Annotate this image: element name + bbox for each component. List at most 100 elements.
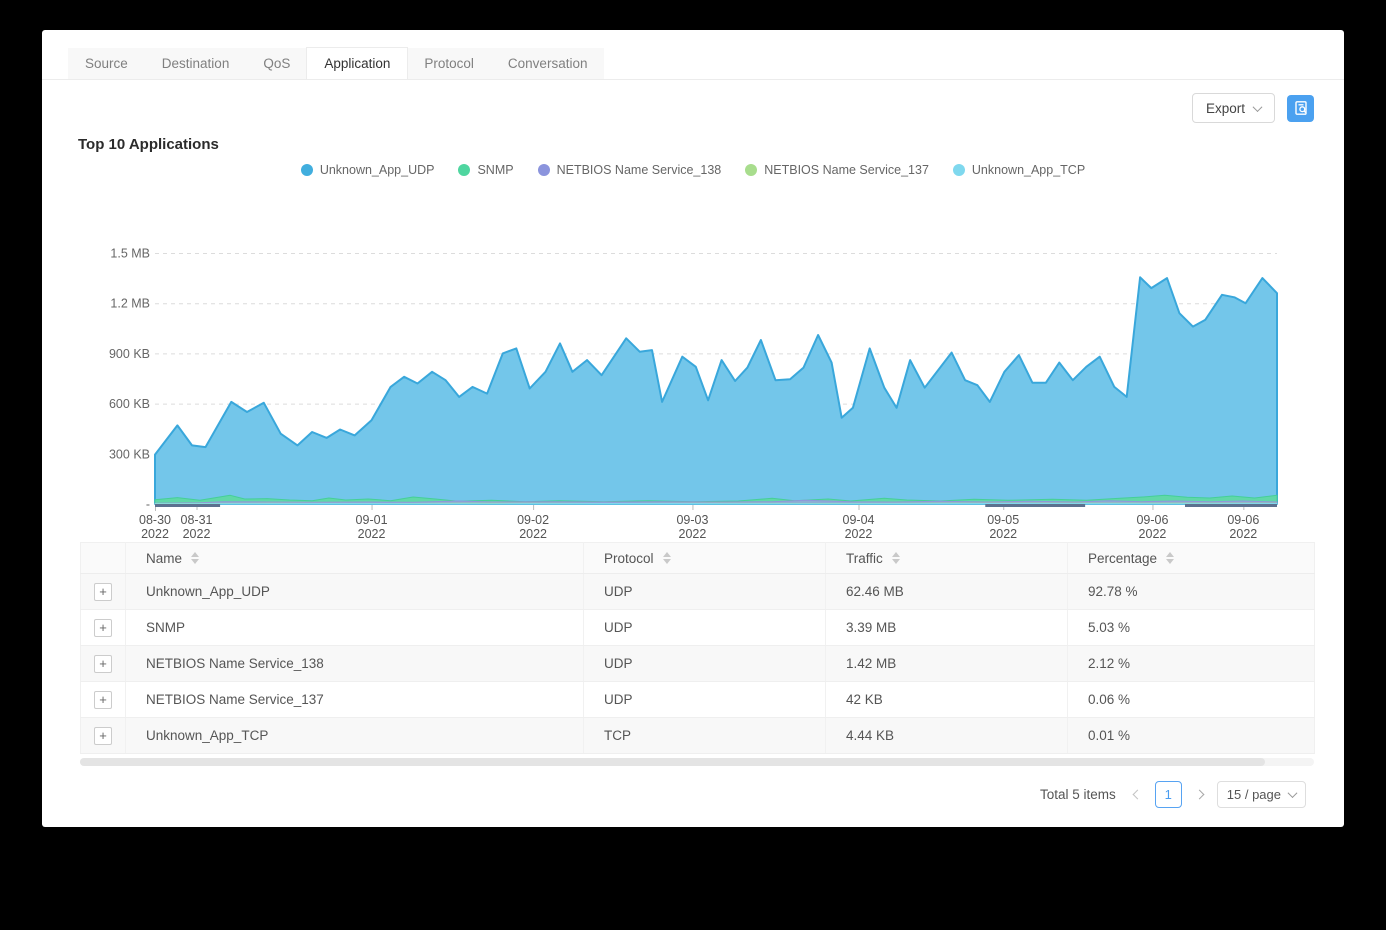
page-1-button[interactable]: 1 xyxy=(1154,781,1182,808)
tab-conversation[interactable]: Conversation xyxy=(507,56,588,71)
legend-label: NETBIOS Name Service_137 xyxy=(764,163,929,177)
cell-name: NETBIOS Name Service_138 xyxy=(125,645,584,682)
sort-asc-icon xyxy=(662,552,671,557)
scrollbar-thumb[interactable] xyxy=(80,758,1265,766)
x-axis-label: 09-06 xyxy=(1227,513,1259,527)
cell-traffic: 4.44 KB xyxy=(825,717,1068,754)
x-axis-label-year: 2022 xyxy=(141,527,169,541)
cell-name: Unknown_App_UDP xyxy=(125,573,584,610)
legend-item[interactable]: SNMP xyxy=(458,163,514,177)
sort-asc-icon xyxy=(891,552,900,557)
table-row: + SNMP UDP 3.39 MB 5.03 % xyxy=(80,609,1315,646)
tab-destination[interactable]: Destination xyxy=(161,56,230,71)
column-header-label: Percentage xyxy=(1088,550,1158,566)
expand-button[interactable]: + xyxy=(94,726,112,745)
cell-percentage: 0.01 % xyxy=(1067,717,1315,754)
column-header-name[interactable]: Name xyxy=(125,542,584,574)
column-header-percentage[interactable]: Percentage xyxy=(1067,542,1315,574)
cell-expand: + xyxy=(80,717,126,754)
export-button[interactable]: Export xyxy=(1191,93,1275,123)
y-axis-label: - xyxy=(146,498,150,512)
sort-icon[interactable] xyxy=(191,552,200,564)
x-axis-label: 09-01 xyxy=(356,513,388,527)
x-axis-label: 08-30 xyxy=(139,513,171,527)
legend-label: NETBIOS Name Service_138 xyxy=(556,163,722,177)
y-axis-label: 1.5 MB xyxy=(110,247,150,261)
tab-source[interactable]: Source xyxy=(85,56,128,71)
expand-button[interactable]: + xyxy=(94,690,112,709)
document-search-icon xyxy=(1294,101,1307,115)
cell-percentage: 0.06 % xyxy=(1067,681,1315,718)
pagination: Total 5 items 1 15 / page xyxy=(1040,781,1306,808)
tabbar-divider xyxy=(42,79,1344,80)
cell-name: SNMP xyxy=(125,609,584,646)
sort-icon[interactable] xyxy=(1166,552,1175,564)
legend-item[interactable]: NETBIOS Name Service_138 xyxy=(537,163,722,177)
column-header-traffic[interactable]: Traffic xyxy=(825,542,1068,574)
total-count-label: Total 5 items xyxy=(1040,787,1116,802)
tab-application[interactable]: Application xyxy=(307,48,408,79)
legend-label: Unknown_App_UDP xyxy=(319,163,435,177)
sort-desc-icon xyxy=(662,559,671,564)
legend-item[interactable]: NETBIOS Name Service_137 xyxy=(745,163,929,177)
cell-traffic: 3.39 MB xyxy=(825,609,1068,646)
column-header-label: Traffic xyxy=(846,550,883,566)
cell-traffic: 42 KB xyxy=(825,681,1068,718)
sort-desc-icon xyxy=(891,559,900,564)
column-header-label: Protocol xyxy=(604,550,654,566)
next-page-button[interactable] xyxy=(1192,787,1207,802)
cell-protocol: TCP xyxy=(583,717,826,754)
legend-item[interactable]: Unknown_App_TCP xyxy=(952,163,1085,177)
cell-percentage: 2.12 % xyxy=(1067,645,1315,682)
report-preview-button[interactable] xyxy=(1287,94,1314,122)
tab-qos[interactable]: QoS xyxy=(263,56,291,71)
y-axis-label: 600 KB xyxy=(109,397,150,411)
toolbar: Export xyxy=(1191,93,1314,123)
expand-button[interactable]: + xyxy=(94,654,112,673)
cell-percentage: 5.03 % xyxy=(1067,609,1315,646)
sort-icon[interactable] xyxy=(891,552,900,564)
cell-protocol: UDP xyxy=(583,609,826,646)
table-body: + Unknown_App_UDP UDP 62.46 MB 92.78 % + SNMP U… xyxy=(80,573,1315,754)
chart-legend: Unknown_App_UDP SNMP NETBIOS Name Service_… xyxy=(42,163,1344,177)
table-row: + Unknown_App_UDP UDP 62.46 MB 92.78 % xyxy=(80,573,1315,610)
sort-desc-icon xyxy=(191,559,200,564)
chevron-down-icon xyxy=(1252,101,1263,112)
legend-label: SNMP xyxy=(477,163,514,177)
cell-name: Unknown_App_TCP xyxy=(125,717,584,754)
x-axis-label-year: 2022 xyxy=(989,527,1017,541)
column-header-inner: Traffic xyxy=(846,551,1067,566)
x-axis-label: 09-05 xyxy=(987,513,1019,527)
sort-asc-icon xyxy=(1166,552,1175,557)
legend-dot-icon xyxy=(537,164,550,176)
expand-button[interactable]: + xyxy=(94,618,112,637)
cell-traffic: 62.46 MB xyxy=(825,573,1068,610)
cell-protocol: UDP xyxy=(583,645,826,682)
table-row: + NETBIOS Name Service_138 UDP 1.42 MB 2.12 … xyxy=(80,645,1315,682)
column-header-inner: Name xyxy=(146,551,583,566)
page-size-select[interactable]: 15 / page xyxy=(1216,781,1306,808)
x-axis-label-year: 2022 xyxy=(845,527,873,541)
cell-expand: + xyxy=(80,609,126,646)
cell-expand: + xyxy=(80,645,126,682)
area-series-unknown-app-tcp xyxy=(154,503,1278,505)
area-series-unknown-app-udp xyxy=(154,276,1278,505)
column-header-label: Name xyxy=(146,550,183,566)
sort-icon[interactable] xyxy=(662,552,671,564)
prev-page-button[interactable] xyxy=(1130,787,1145,802)
x-axis-label: 09-02 xyxy=(517,513,549,527)
legend-dot-icon xyxy=(300,164,313,176)
cell-name: NETBIOS Name Service_137 xyxy=(125,681,584,718)
tab-protocol[interactable]: Protocol xyxy=(424,56,474,71)
x-axis-label: 08-31 xyxy=(181,513,213,527)
column-header-protocol[interactable]: Protocol xyxy=(583,542,826,574)
x-axis-label: 09-06 xyxy=(1136,513,1168,527)
legend-item[interactable]: Unknown_App_UDP xyxy=(300,163,435,177)
table-header-row: Name Protocol Traffic Percentage xyxy=(80,542,1315,574)
horizontal-scrollbar[interactable] xyxy=(80,758,1314,766)
table-row: + NETBIOS Name Service_137 UDP 42 KB 0.06 % xyxy=(80,681,1315,718)
x-axis-label: 09-03 xyxy=(676,513,708,527)
page-title: Top 10 Applications xyxy=(78,136,219,153)
expand-button[interactable]: + xyxy=(94,582,112,601)
